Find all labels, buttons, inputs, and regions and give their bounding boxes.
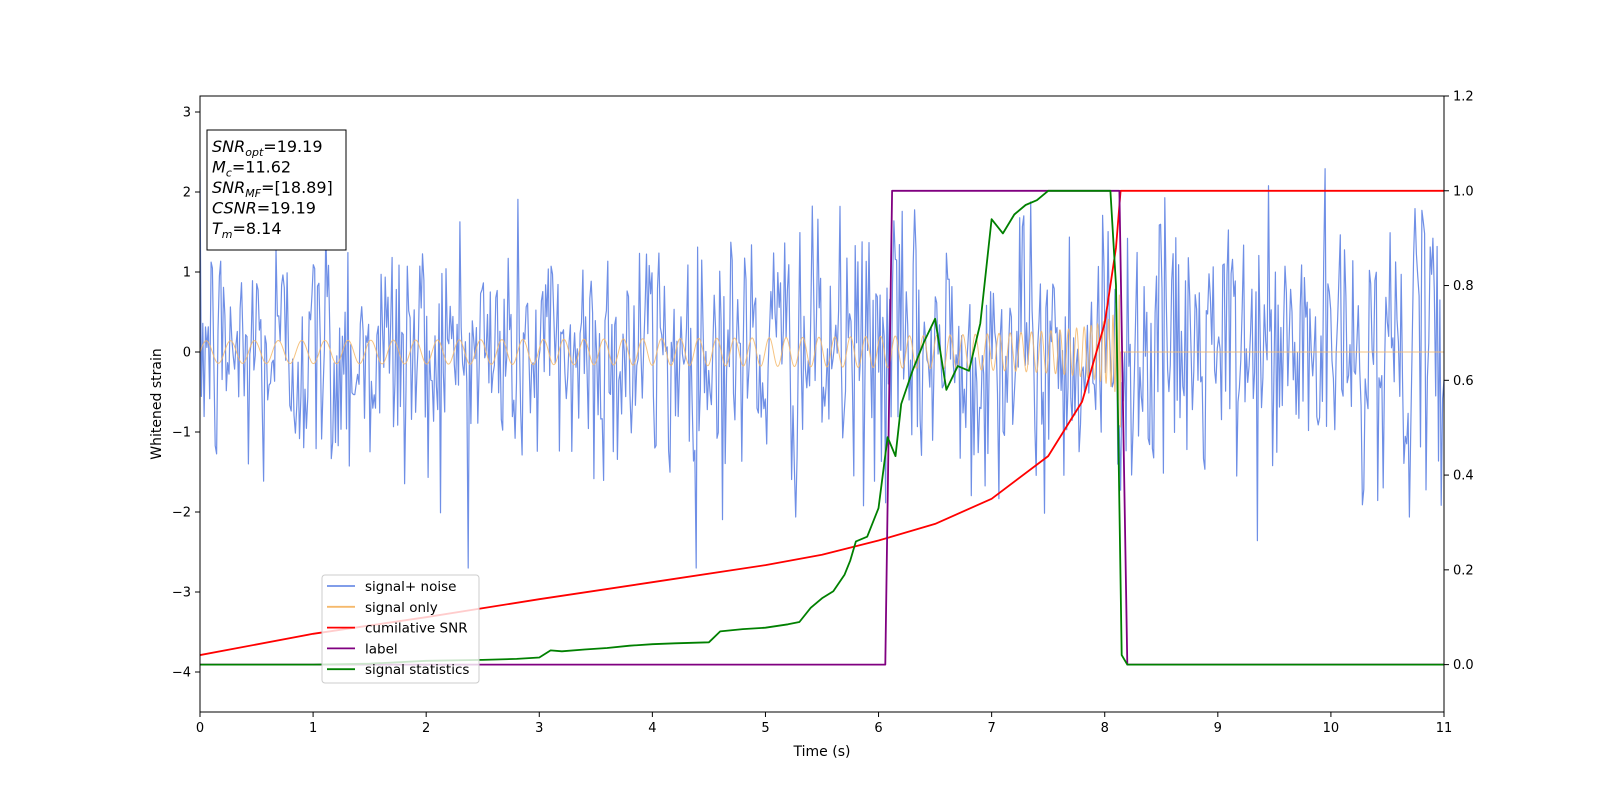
y-left-tick-label: −1 — [172, 426, 191, 441]
y-right-tick-label: 0.8 — [1453, 279, 1474, 294]
signal-only-trace — [200, 294, 1444, 428]
x-tick-label: 6 — [874, 721, 882, 736]
annotation-line: SNRopt=19.19 — [212, 137, 323, 159]
y-left-tick-label: 1 — [183, 266, 191, 281]
legend-entry: label — [365, 641, 398, 657]
x-tick-label: 8 — [1101, 721, 1109, 736]
x-tick-label: 5 — [761, 721, 769, 736]
y-right-tick-label: 0.0 — [1453, 658, 1474, 673]
x-tick-label: 10 — [1323, 721, 1340, 736]
legend-entry: signal+ noise — [365, 579, 456, 595]
legend-entry: cumilative SNR — [365, 621, 468, 637]
y-right-tick-label: 0.4 — [1453, 469, 1474, 484]
signal-noise-line — [200, 168, 1444, 569]
y-right-tick-label: 0.2 — [1453, 563, 1474, 578]
y-axis-label: Whitened strain — [149, 348, 165, 459]
signal-noise-trace — [200, 168, 1444, 569]
y-right-tick-label: 1.2 — [1453, 90, 1474, 105]
y-left-tick-label: −2 — [172, 506, 191, 521]
legend-entry: signal statistics — [365, 662, 469, 678]
stats-annotation-box: SNRopt=19.19Mc=11.62SNRMF=[18.89]CSNR=19… — [206, 129, 347, 251]
x-tick-label: 7 — [987, 721, 995, 736]
series-lines — [200, 189, 1444, 666]
y-left-tick-label: 0 — [183, 346, 191, 361]
x-tick-label: 9 — [1214, 721, 1222, 736]
x-tick-label: 1 — [309, 721, 317, 736]
y-left-tick-label: 3 — [183, 106, 191, 121]
signal-statistics-line — [200, 189, 1444, 666]
y-axis-left: −4 −3 −2 −1 0 1 2 3 — [172, 106, 200, 681]
legend-entry: signal only — [365, 600, 438, 616]
legend-frame — [321, 574, 480, 684]
cumulative-snr-line — [200, 189, 1444, 656]
x-axis-label: Time (s) — [793, 744, 851, 760]
annotation-line: Mc=11.62 — [212, 158, 291, 180]
x-axis: 0 1 2 3 4 5 6 7 8 9 10 11 — [196, 712, 1452, 736]
x-tick-label: 4 — [648, 721, 656, 736]
annotation-line: SNRMF=[18.89] — [212, 178, 333, 200]
plot-frame — [199, 95, 1445, 713]
annotation-line: Tm=8.14 — [212, 219, 282, 241]
y-left-tick-label: 2 — [183, 186, 191, 201]
legend: signal+ noise signal only cumilative SNR la… — [321, 574, 480, 684]
x-tick-label: 2 — [422, 721, 430, 736]
y-right-tick-label: 0.6 — [1453, 374, 1474, 389]
y-left-tick-label: −3 — [172, 586, 191, 601]
annotation-line: CSNR=19.19 — [212, 199, 316, 218]
x-tick-label: 11 — [1436, 721, 1453, 736]
x-tick-label: 3 — [535, 721, 543, 736]
y-axis-right: 0.0 0.2 0.4 0.6 0.8 1.0 1.2 — [1444, 90, 1474, 673]
y-right-tick-label: 1.0 — [1453, 184, 1474, 199]
annotation-frame — [206, 129, 347, 251]
y-left-tick-label: −4 — [172, 666, 191, 681]
signal-only-line — [200, 294, 1444, 428]
x-tick-label: 0 — [196, 721, 204, 736]
